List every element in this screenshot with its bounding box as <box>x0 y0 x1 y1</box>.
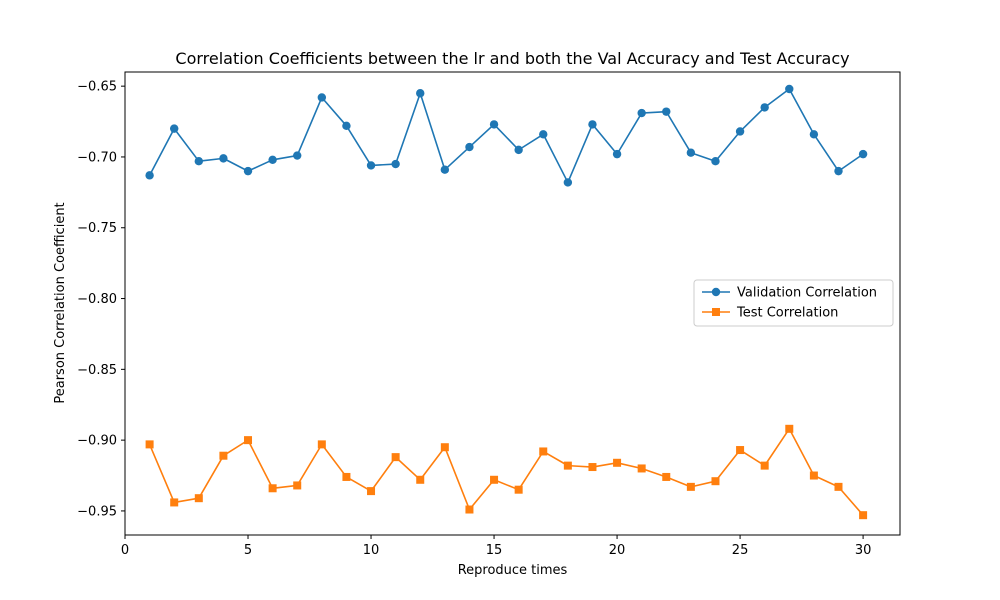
legend-item: Validation Correlation <box>702 286 877 301</box>
data-point <box>514 485 523 494</box>
data-point <box>317 93 327 102</box>
series-line-validation <box>148 88 864 184</box>
data-point <box>219 451 228 460</box>
data-point <box>662 472 671 481</box>
data-point <box>465 142 474 152</box>
data-point <box>416 89 425 98</box>
legend-label: Test Correlation <box>736 306 838 321</box>
data-point <box>686 148 696 157</box>
data-point <box>588 120 597 129</box>
data-point <box>170 498 179 507</box>
data-point <box>736 446 745 455</box>
y-tick-label: −0.65 <box>77 80 117 95</box>
data-point <box>219 154 228 163</box>
x-tick-label: 20 <box>609 543 626 558</box>
data-point <box>244 436 253 445</box>
data-point <box>563 461 572 470</box>
plot-area: 0 5 10 15 20 25 30 −0.65 −0.70 −0.75 −0.80 −0.85 −0.… <box>77 71 901 558</box>
data-point <box>588 463 597 472</box>
data-point <box>317 440 326 449</box>
data-point <box>760 103 769 112</box>
data-point <box>440 443 449 452</box>
data-point <box>662 107 671 116</box>
legend-item: Test Correlation <box>702 306 838 321</box>
data-point <box>539 130 548 139</box>
x-axis-label: Reproduce times <box>458 563 568 578</box>
data-point <box>686 482 695 491</box>
data-point <box>637 464 646 473</box>
data-point <box>539 447 548 456</box>
data-point <box>489 120 499 129</box>
y-tick-label: −0.80 <box>77 292 117 307</box>
data-point <box>711 477 720 486</box>
data-point <box>563 178 573 187</box>
data-point <box>834 482 843 491</box>
data-point <box>293 151 302 160</box>
data-point <box>809 471 818 480</box>
data-point <box>194 494 203 503</box>
data-point <box>440 165 450 174</box>
y-tick-label: −0.95 <box>77 504 117 519</box>
x-tick-label: 15 <box>486 543 503 558</box>
x-tick-label: 5 <box>244 543 252 558</box>
y-tick-label: −0.70 <box>77 150 117 165</box>
data-point <box>366 161 376 170</box>
data-point <box>145 171 154 180</box>
data-point <box>735 127 745 136</box>
data-point <box>367 487 376 496</box>
data-point <box>416 475 425 484</box>
y-tick-label: −0.75 <box>77 221 117 236</box>
data-point <box>170 124 179 133</box>
data-point <box>809 130 819 139</box>
series-line-test <box>148 428 864 516</box>
legend: Validation Correlation Test Correlation <box>693 279 894 327</box>
legend-box <box>693 279 894 327</box>
legend-marker <box>711 287 721 297</box>
data-point <box>293 481 302 490</box>
y-tick-label: −0.85 <box>77 363 117 378</box>
x-tick-label: 10 <box>363 543 380 558</box>
x-tick-label: 30 <box>855 543 872 558</box>
data-point <box>268 155 277 164</box>
data-point <box>194 157 204 166</box>
data-point <box>612 149 622 159</box>
x-tick-label: 25 <box>732 543 749 558</box>
data-point <box>391 159 400 169</box>
data-point <box>514 145 523 155</box>
data-point <box>711 157 720 166</box>
data-point <box>342 121 351 131</box>
data-point <box>613 458 622 467</box>
data-point <box>637 108 646 118</box>
data-point <box>490 475 499 484</box>
data-point <box>858 149 868 159</box>
legend-label: Validation Correlation <box>737 286 877 301</box>
data-point <box>834 166 843 176</box>
data-point <box>760 461 769 470</box>
data-point <box>243 166 253 176</box>
y-tick-label: −0.90 <box>77 434 117 449</box>
chart-title: Correlation Coefficients between the lr … <box>175 49 849 68</box>
data-point <box>268 484 277 493</box>
y-axis-label: Pearson Correlation Coefficient <box>53 202 68 403</box>
x-tick-label: 0 <box>121 543 129 558</box>
legend-marker <box>712 308 720 316</box>
data-point <box>145 440 154 449</box>
data-point <box>785 84 794 94</box>
data-point <box>859 511 868 520</box>
axes-frame <box>124 71 901 536</box>
data-point <box>342 472 351 481</box>
data-point <box>785 424 794 433</box>
data-point <box>465 505 474 514</box>
data-point <box>391 453 400 462</box>
